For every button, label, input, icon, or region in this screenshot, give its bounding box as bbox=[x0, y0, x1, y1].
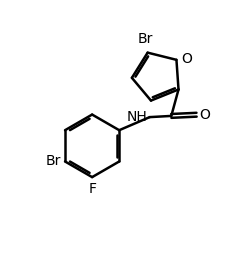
Text: Br: Br bbox=[137, 32, 153, 46]
Text: F: F bbox=[88, 182, 96, 196]
Text: O: O bbox=[181, 52, 192, 66]
Text: O: O bbox=[199, 108, 210, 122]
Text: Br: Br bbox=[45, 155, 61, 168]
Text: NH: NH bbox=[127, 110, 148, 124]
